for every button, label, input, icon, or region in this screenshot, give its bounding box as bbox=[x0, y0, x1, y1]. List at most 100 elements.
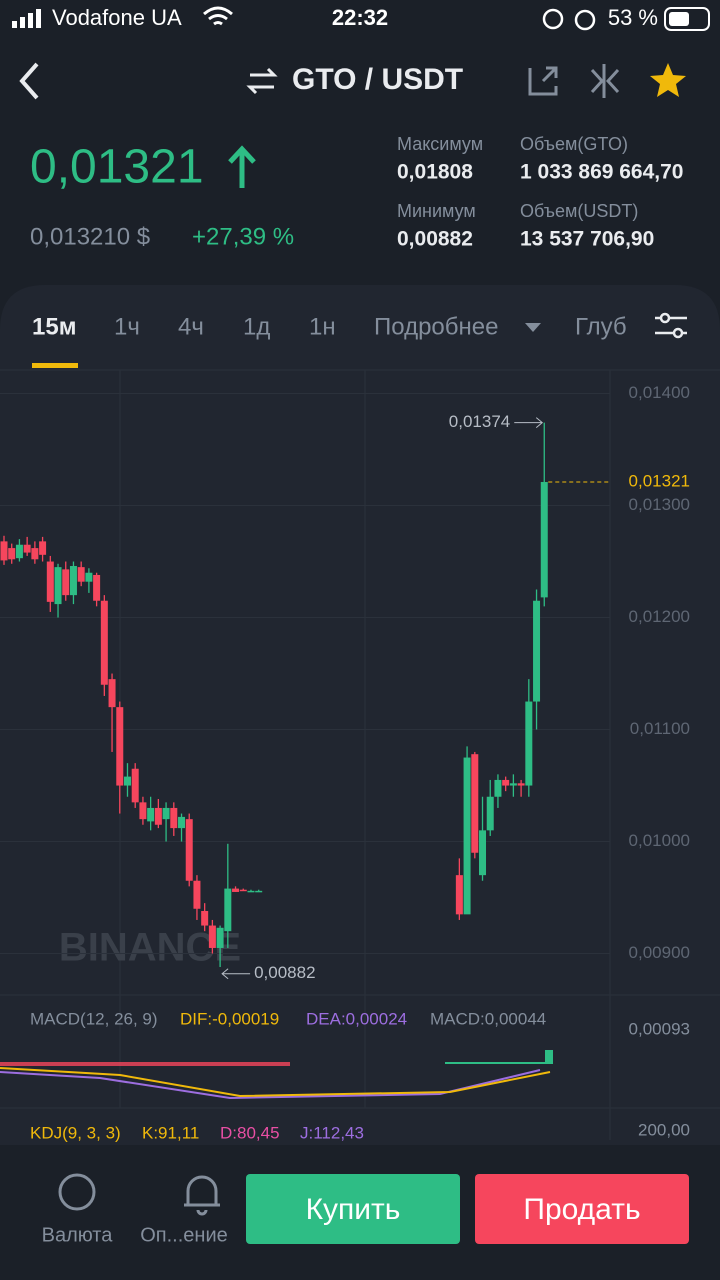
stat-label: Объем(GTO) bbox=[520, 134, 628, 154]
stat-value: 13 537 706,90 bbox=[520, 228, 654, 251]
candle-body bbox=[77, 567, 85, 582]
candle-body bbox=[162, 807, 170, 820]
change: +27,39 % bbox=[192, 223, 294, 250]
stat-value: 1 033 869 664,70 bbox=[520, 161, 684, 184]
carrier: Vodafone UA bbox=[52, 5, 182, 30]
macd-histogram bbox=[0, 1062, 290, 1066]
settings-icon[interactable] bbox=[655, 312, 687, 339]
candle-body bbox=[255, 890, 263, 893]
macd-value: MACD:0,00044 bbox=[430, 1009, 546, 1028]
candle-body bbox=[178, 816, 186, 829]
macd-axis-label: 0,00093 bbox=[629, 1019, 690, 1038]
candle-body bbox=[93, 574, 101, 601]
buy-label: Купить bbox=[306, 1193, 401, 1226]
back-button[interactable] bbox=[19, 62, 39, 100]
candle-body bbox=[471, 754, 479, 853]
low-marker-arrow bbox=[221, 968, 251, 980]
candle-body bbox=[170, 807, 178, 829]
lock-icon bbox=[542, 8, 564, 30]
candle-body bbox=[131, 768, 139, 803]
chart-panel bbox=[0, 285, 720, 1145]
dif-label: DIF:-0,00019 bbox=[180, 1009, 279, 1028]
candle-body bbox=[525, 701, 533, 786]
y-tick-label: 0,01000 bbox=[629, 831, 690, 850]
j-label: J:112,43 bbox=[300, 1123, 364, 1142]
signal-icon bbox=[12, 9, 41, 28]
candle-body bbox=[108, 679, 116, 708]
candle-body bbox=[201, 910, 209, 926]
candle-body bbox=[54, 567, 62, 605]
macd-label: MACD(12, 26, 9) bbox=[30, 1009, 158, 1028]
dea-label: DEA:0,00024 bbox=[306, 1009, 407, 1028]
currency-button[interactable]: Валюта bbox=[42, 1173, 114, 1246]
candle-body bbox=[494, 779, 502, 797]
candle-body bbox=[232, 888, 240, 892]
timeframe-tab[interactable]: 15м bbox=[32, 313, 76, 340]
candle-body bbox=[123, 776, 131, 786]
candle-body bbox=[540, 482, 548, 598]
stat-label: Минимум bbox=[397, 201, 476, 221]
battery-text: 53 % bbox=[608, 5, 658, 30]
stat-label: Максимум bbox=[397, 134, 483, 154]
candle-body bbox=[224, 888, 232, 932]
y-tick-label: 0,00900 bbox=[629, 943, 690, 962]
price-usd: 0,013210 $ bbox=[30, 223, 150, 250]
candle-body bbox=[216, 927, 224, 948]
y-tick-label: 0,01100 bbox=[630, 719, 690, 738]
sell-label: Продать bbox=[523, 1193, 640, 1226]
buy-button[interactable] bbox=[246, 1174, 460, 1244]
stat-label: Объем(USDT) bbox=[520, 201, 638, 221]
dropdown-caret bbox=[525, 323, 541, 332]
low-marker-label: 0,00882 bbox=[254, 963, 315, 982]
alerts-label: Оп...ение bbox=[140, 1224, 228, 1246]
last-price-label: 0,01321 bbox=[629, 471, 690, 490]
y-tick-label: 0,01200 bbox=[629, 607, 690, 626]
compare-icon[interactable] bbox=[590, 64, 620, 98]
dif-line bbox=[0, 1067, 551, 1098]
timeframe-tab[interactable]: Подробнее bbox=[374, 313, 498, 340]
high-marker-arrow bbox=[514, 417, 544, 429]
candle-body bbox=[31, 548, 39, 560]
candle-body bbox=[139, 802, 147, 820]
swap-icon[interactable] bbox=[246, 67, 278, 95]
stat-value: 0,00882 bbox=[397, 228, 473, 251]
last-price: 0,01321 bbox=[30, 141, 204, 194]
kdj-axis-label: 200,00 bbox=[638, 1120, 690, 1139]
candle-body bbox=[463, 757, 471, 915]
candle-body bbox=[23, 544, 31, 553]
timeframe-tab[interactable]: 1ч bbox=[114, 313, 140, 340]
candle-body bbox=[46, 561, 54, 602]
candle-body bbox=[15, 544, 23, 559]
candle-body bbox=[455, 875, 463, 915]
d-label: D:80,45 bbox=[220, 1123, 280, 1142]
candle-body bbox=[185, 819, 193, 881]
currency-label: Валюта bbox=[42, 1224, 114, 1246]
timeframe-tab[interactable]: 1н bbox=[309, 313, 336, 340]
candle-body bbox=[533, 600, 541, 702]
high-marker-label: 0,01374 bbox=[449, 412, 510, 431]
candle-body bbox=[69, 566, 77, 596]
candle-body bbox=[62, 569, 70, 596]
alarm-icon bbox=[574, 9, 596, 31]
up-arrow bbox=[228, 145, 256, 188]
candle-body bbox=[517, 783, 525, 786]
timeframe-tab[interactable]: 4ч bbox=[178, 313, 204, 340]
alerts-button[interactable]: Оп...ение bbox=[140, 1175, 228, 1246]
kdj-label: KDJ(9, 3, 3) bbox=[30, 1123, 121, 1142]
candle-body bbox=[479, 830, 487, 876]
share-icon[interactable] bbox=[528, 66, 558, 96]
candle-body bbox=[193, 880, 201, 909]
candle-body bbox=[8, 548, 16, 560]
candle-body bbox=[239, 889, 247, 892]
favorite-star[interactable] bbox=[650, 63, 686, 97]
candle-body bbox=[486, 796, 494, 831]
candle-body bbox=[154, 807, 162, 825]
timeframe-tab[interactable]: Глуб bbox=[575, 313, 627, 340]
k-label: K:91,11 bbox=[142, 1123, 199, 1142]
y-tick-label: 0,01400 bbox=[629, 383, 690, 402]
timeframe-tab[interactable]: 1д bbox=[243, 313, 270, 340]
candle-body bbox=[0, 541, 8, 561]
macd-histogram bbox=[445, 1050, 553, 1064]
sell-button[interactable] bbox=[475, 1174, 689, 1244]
candle-body bbox=[39, 541, 47, 555]
